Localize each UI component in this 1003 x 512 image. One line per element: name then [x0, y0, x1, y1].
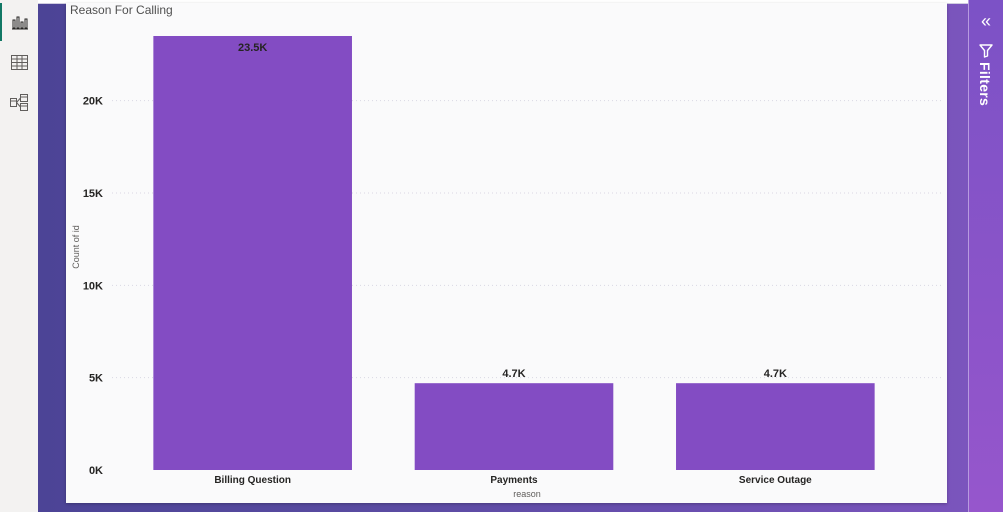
- view-switcher-rail: [0, 0, 39, 512]
- bar-chart-visual[interactable]: Reason For Calling 0K 5K 10K 15K 20K 23.5K 4.…: [66, 3, 947, 503]
- y-tick-label: 20K: [83, 96, 103, 108]
- chart-plot: 0K 5K 10K 15K 20K 23.5K 4.7K 4.7K Billing Ques…: [71, 36, 942, 499]
- y-tick-label: 15K: [83, 188, 103, 200]
- data-label: 4.7K: [764, 368, 787, 380]
- x-tick-label: Service Outage: [739, 475, 812, 486]
- data-label: 23.5K: [238, 42, 267, 54]
- y-tick-label: 0K: [89, 465, 103, 477]
- filters-pane[interactable]: « Filters: [968, 0, 1003, 512]
- data-labels: 23.5K 4.7K 4.7K: [238, 42, 787, 380]
- x-axis-title: reason: [513, 489, 541, 499]
- x-axis-ticks: Billing Question Payments Service Outage: [214, 475, 812, 486]
- bars: [153, 36, 875, 470]
- bar[interactable]: [676, 383, 875, 470]
- y-tick-label: 5K: [89, 373, 103, 385]
- report-view-icon: [12, 16, 28, 30]
- y-tick-label: 10K: [83, 280, 103, 292]
- chart-title: Reason For Calling: [70, 3, 173, 17]
- bar[interactable]: [153, 36, 352, 470]
- bar[interactable]: [414, 383, 614, 470]
- x-tick-label: Payments: [490, 475, 538, 486]
- data-label: 4.7K: [502, 368, 525, 380]
- y-axis-title: Count of id: [71, 225, 81, 269]
- collapse-filters-icon[interactable]: «: [980, 11, 991, 31]
- report-view-button[interactable]: [0, 3, 38, 41]
- funnel-icon: [979, 44, 993, 58]
- model-view-icon: [10, 93, 28, 111]
- table-view-icon: [10, 54, 28, 70]
- model-view-button[interactable]: [0, 83, 38, 121]
- table-view-button[interactable]: [0, 43, 38, 81]
- x-tick-label: Billing Question: [214, 475, 291, 486]
- filters-label[interactable]: Filters: [977, 62, 993, 107]
- y-axis-ticks: 0K 5K 10K 15K 20K: [83, 96, 103, 477]
